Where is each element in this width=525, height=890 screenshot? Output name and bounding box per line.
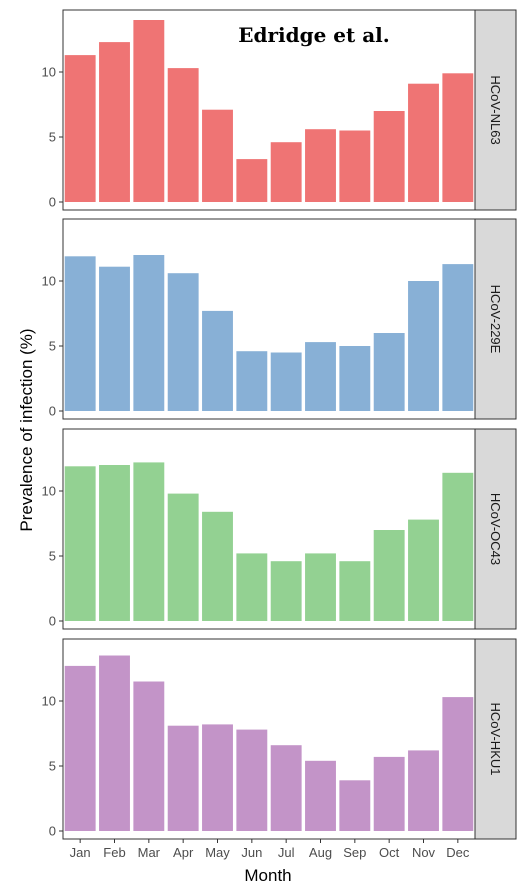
bar-apr xyxy=(167,273,199,411)
bar-jul xyxy=(270,745,302,831)
chart-annotation: Edridge et al. xyxy=(238,23,389,47)
bar-aug xyxy=(305,553,336,621)
panel-hcov-nl63: HCoV-NL63 0 5 10 xyxy=(42,9,517,211)
x-axis-title: Month xyxy=(244,866,291,885)
bar-oct xyxy=(373,333,405,411)
bar-jun xyxy=(236,729,268,831)
panel-hcov-oc43: HCoV-OC43 0 5 10 xyxy=(42,428,517,630)
facet-strip xyxy=(474,428,517,630)
facet-strip-label: HCoV-HKU1 xyxy=(488,703,503,776)
bar-may xyxy=(202,511,233,621)
bar-jan xyxy=(64,256,96,411)
bar-jun xyxy=(236,351,268,411)
bar-apr xyxy=(167,493,199,621)
bar-dec xyxy=(442,264,474,411)
y-tick-label: 0 xyxy=(49,614,56,629)
y-tick-label: 5 xyxy=(49,339,56,354)
facet-strip-label: HCoV-NL63 xyxy=(488,75,503,144)
bar-apr xyxy=(167,68,199,202)
y-tick-label: 0 xyxy=(49,404,56,419)
x-axis-ticks: Jan Feb Mar Apr May Jun Jul Aug Sep Oct Nov Dec xyxy=(70,839,470,860)
bar-may xyxy=(202,724,233,831)
x-tick-label: Sep xyxy=(343,845,366,860)
bar-aug xyxy=(305,129,336,202)
bar-oct xyxy=(373,530,405,621)
panels-group: HCoV-NL630510HCoV-229E0510HCoV-OC430510H… xyxy=(42,9,517,840)
x-tick-label: Jun xyxy=(241,845,262,860)
bar-may xyxy=(202,109,233,202)
bar-feb xyxy=(99,465,130,621)
x-tick-label: Apr xyxy=(173,845,194,860)
y-tick-label: 5 xyxy=(49,549,56,564)
bar-jun xyxy=(236,159,268,202)
bar-aug xyxy=(305,760,336,831)
bar-jan xyxy=(64,55,96,202)
y-axis-title: Prevalence of infection (%) xyxy=(17,328,36,531)
bar-sep xyxy=(339,780,371,831)
x-tick-label: Mar xyxy=(138,845,161,860)
bar-jul xyxy=(270,561,302,621)
y-tick-label: 5 xyxy=(49,759,56,774)
bar-feb xyxy=(99,266,130,411)
bar-dec xyxy=(442,73,474,202)
y-tick-label: 10 xyxy=(42,65,56,80)
facet-strip-label: HCoV-229E xyxy=(488,285,503,354)
bar-nov xyxy=(408,83,439,202)
bar-jul xyxy=(270,352,302,411)
facet-strip xyxy=(474,9,517,211)
y-tick-label: 0 xyxy=(49,824,56,839)
y-tick-label: 10 xyxy=(42,274,56,289)
facet-strip-label: HCoV-OC43 xyxy=(488,493,503,565)
panel-hcov-hku1: HCoV-HKU1 0 5 10 xyxy=(42,638,517,840)
bar-sep xyxy=(339,130,371,202)
facet-strip xyxy=(474,638,517,840)
bar-apr xyxy=(167,725,199,831)
panel-hcov-229e: HCoV-229E 0 5 10 xyxy=(42,218,517,420)
bar-oct xyxy=(373,756,405,831)
bar-nov xyxy=(408,519,439,621)
bar-sep xyxy=(339,346,371,411)
bar-feb xyxy=(99,655,130,831)
bar-may xyxy=(202,310,233,411)
x-tick-label: Nov xyxy=(412,845,436,860)
bar-jul xyxy=(270,142,302,202)
x-tick-label: Dec xyxy=(446,845,470,860)
bar-feb xyxy=(99,42,130,202)
bar-mar xyxy=(133,255,165,411)
bar-jan xyxy=(64,466,96,621)
facet-strip xyxy=(474,218,517,420)
bar-nov xyxy=(408,281,439,411)
bar-jun xyxy=(236,553,268,621)
bar-mar xyxy=(133,462,165,621)
bar-mar xyxy=(133,20,165,202)
bar-mar xyxy=(133,681,165,831)
bar-jan xyxy=(64,665,96,831)
x-tick-label: May xyxy=(205,845,230,860)
x-tick-label: Jan xyxy=(70,845,91,860)
y-tick-label: 10 xyxy=(42,694,56,709)
bar-dec xyxy=(442,472,474,621)
y-tick-label: 0 xyxy=(49,195,56,210)
x-tick-label: Aug xyxy=(309,845,332,860)
bar-nov xyxy=(408,750,439,831)
y-tick-label: 5 xyxy=(49,130,56,145)
bar-dec xyxy=(442,697,474,831)
x-tick-label: Oct xyxy=(379,845,400,860)
y-tick-label: 10 xyxy=(42,484,56,499)
x-tick-label: Feb xyxy=(103,845,125,860)
bar-oct xyxy=(373,111,405,202)
bar-aug xyxy=(305,342,336,411)
bar-sep xyxy=(339,561,371,621)
x-tick-label: Jul xyxy=(278,845,295,860)
